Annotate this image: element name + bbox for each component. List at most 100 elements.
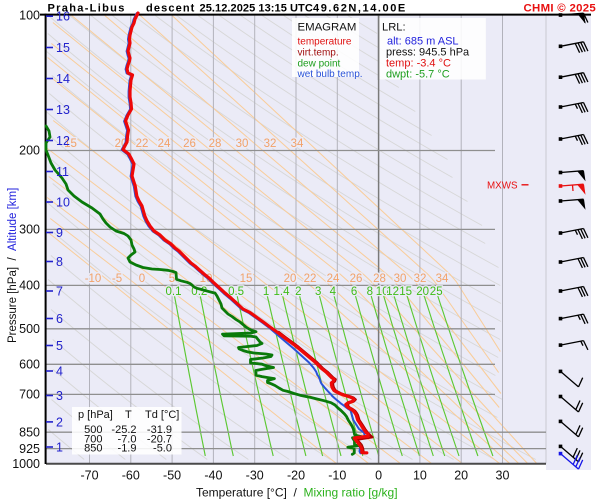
svg-text:1.4: 1.4: [274, 286, 291, 298]
svg-text:-70: -70: [80, 469, 98, 483]
svg-text:500: 500: [84, 424, 102, 436]
svg-text:-30: -30: [246, 469, 264, 483]
svg-text:-5.0: -5.0: [153, 443, 172, 455]
svg-text:25.12.2025 13:15 UTC: 25.12.2025 13:15 UTC: [200, 3, 313, 15]
svg-text:24: 24: [158, 138, 171, 150]
svg-text:500: 500: [19, 322, 40, 336]
svg-text:32: 32: [264, 138, 277, 150]
svg-text:20: 20: [454, 469, 468, 483]
svg-text:-5: -5: [112, 273, 122, 285]
svg-text:13: 13: [56, 103, 70, 117]
svg-text:Td [°C]: Td [°C]: [145, 409, 179, 421]
svg-text:-20: -20: [287, 469, 305, 483]
svg-text:-60: -60: [122, 469, 140, 483]
svg-text:dew point: dew point: [298, 59, 341, 70]
svg-text:700: 700: [84, 433, 102, 445]
svg-text:-31.9: -31.9: [147, 424, 172, 436]
svg-text:-10: -10: [328, 469, 346, 483]
svg-text:MXWS: MXWS: [487, 181, 518, 192]
svg-text:1000: 1000: [12, 457, 40, 471]
svg-text:temp: -3.4 °C: temp: -3.4 °C: [386, 58, 451, 70]
svg-text:26: 26: [183, 138, 196, 150]
svg-text:5: 5: [56, 339, 63, 353]
svg-text:0.5: 0.5: [228, 286, 244, 298]
svg-text:virt.temp.: virt.temp.: [298, 48, 339, 59]
svg-text:-40: -40: [204, 469, 222, 483]
svg-text:32: 32: [414, 273, 427, 285]
svg-text:-1.9: -1.9: [118, 443, 137, 455]
svg-text:16: 16: [56, 10, 70, 24]
svg-text:Temperature [°C] / Mixing ra: Temperature [°C] / Mixing ratio [g/kg]: [196, 486, 398, 500]
svg-text:CHMI © 2025: CHMI © 2025: [524, 3, 597, 15]
svg-text:6: 6: [351, 286, 357, 298]
svg-text:12: 12: [56, 134, 70, 148]
svg-text:LRL:: LRL:: [382, 22, 406, 34]
svg-text:6: 6: [56, 312, 63, 326]
svg-text:10: 10: [56, 196, 70, 210]
svg-text:3: 3: [315, 286, 321, 298]
svg-text:temperature: temperature: [298, 37, 352, 48]
svg-text:850: 850: [19, 425, 40, 439]
svg-text:Pressure [hPa] / Altitude [k: Pressure [hPa] / Altitude [km]: [7, 188, 19, 343]
svg-text:3: 3: [56, 389, 63, 403]
svg-text:300: 300: [19, 223, 40, 237]
svg-text:0.1: 0.1: [166, 286, 182, 298]
svg-text:100: 100: [19, 9, 40, 23]
svg-text:15: 15: [64, 138, 77, 150]
svg-text:0: 0: [375, 469, 382, 483]
svg-text:descent: descent: [146, 3, 195, 15]
svg-text:dwpt: -5.7 °C: dwpt: -5.7 °C: [386, 69, 450, 81]
svg-text:26: 26: [350, 273, 363, 285]
svg-text:49.62N,14.00E: 49.62N,14.00E: [313, 3, 407, 15]
svg-text:EMAGRAM: EMAGRAM: [298, 22, 357, 34]
svg-text:28: 28: [373, 273, 386, 285]
svg-text:-50: -50: [163, 469, 181, 483]
svg-text:10: 10: [200, 273, 213, 285]
svg-text:925: 925: [19, 442, 40, 456]
svg-text:10: 10: [376, 286, 389, 298]
svg-text:20: 20: [416, 286, 429, 298]
svg-text:200: 200: [19, 144, 40, 158]
svg-text:p [hPa]: p [hPa]: [78, 409, 113, 421]
svg-text:9: 9: [56, 226, 63, 240]
svg-text:7: 7: [56, 285, 63, 299]
svg-text:700: 700: [19, 388, 40, 402]
svg-text:14: 14: [56, 72, 70, 86]
svg-text:20: 20: [284, 273, 297, 285]
svg-text:1: 1: [263, 286, 269, 298]
svg-text:400: 400: [19, 279, 40, 293]
svg-text:Praha-Libus: Praha-Libus: [48, 3, 126, 15]
svg-text:30: 30: [394, 273, 407, 285]
svg-text:30: 30: [496, 469, 510, 483]
svg-text:-25.2: -25.2: [111, 424, 136, 436]
svg-text:8: 8: [56, 255, 63, 269]
svg-text:press: 945.5 hPa: press: 945.5 hPa: [386, 47, 470, 59]
svg-text:34: 34: [291, 138, 304, 150]
svg-text:600: 600: [19, 358, 40, 372]
svg-text:15: 15: [240, 273, 253, 285]
svg-text:15: 15: [56, 41, 70, 55]
svg-text:28: 28: [209, 138, 222, 150]
svg-text:4: 4: [56, 365, 63, 379]
svg-text:2: 2: [56, 415, 63, 429]
svg-text:30: 30: [236, 138, 249, 150]
svg-text:22: 22: [304, 273, 317, 285]
svg-text:alt: 685 m ASL: alt: 685 m ASL: [387, 36, 459, 48]
svg-text:25: 25: [430, 286, 443, 298]
svg-text:0: 0: [139, 273, 145, 285]
svg-text:4: 4: [330, 286, 337, 298]
svg-text:850: 850: [84, 443, 102, 455]
svg-text:8: 8: [367, 286, 373, 298]
svg-text:5: 5: [169, 273, 175, 285]
svg-text:11: 11: [56, 165, 69, 179]
svg-text:10: 10: [413, 469, 427, 483]
svg-text:2: 2: [295, 286, 301, 298]
svg-text:-20.7: -20.7: [147, 433, 172, 445]
svg-text:12: 12: [386, 286, 399, 298]
svg-text:15: 15: [399, 286, 412, 298]
svg-text:34: 34: [436, 273, 449, 285]
svg-text:-10: -10: [85, 273, 102, 285]
svg-text:T: T: [125, 409, 132, 421]
svg-text:wet bulb temp.: wet bulb temp.: [297, 69, 363, 80]
svg-text:22: 22: [136, 138, 149, 150]
